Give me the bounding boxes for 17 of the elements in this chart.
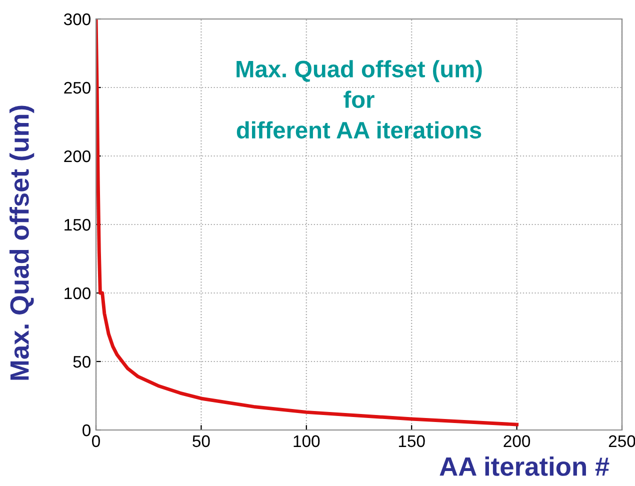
y-tick-label: 100 bbox=[64, 287, 90, 300]
y-tick-label: 300 bbox=[64, 13, 90, 26]
x-axis-title: AA iteration # bbox=[440, 456, 610, 476]
x-tick-label: 150 bbox=[398, 435, 425, 448]
x-tick-label: 50 bbox=[192, 435, 210, 448]
text: Max. Quad offset (um) for different AA iterations bbox=[236, 60, 482, 139]
y-tick-label: 250 bbox=[64, 82, 90, 94]
y-axis-title: Max. Quad offset (um) bbox=[10, 106, 34, 380]
x-tick-label: 0 bbox=[92, 435, 100, 448]
y-tick-label: 200 bbox=[64, 150, 90, 162]
y-tick-label: 150 bbox=[64, 218, 90, 231]
x-tick-label: 200 bbox=[504, 435, 530, 448]
x-tick-label: 100 bbox=[294, 435, 320, 448]
y-tick-label: 50 bbox=[73, 356, 90, 368]
line-series bbox=[96, 19, 519, 426]
y-tick-label: 0 bbox=[82, 424, 90, 436]
x-tick-label: 250 bbox=[608, 435, 635, 448]
